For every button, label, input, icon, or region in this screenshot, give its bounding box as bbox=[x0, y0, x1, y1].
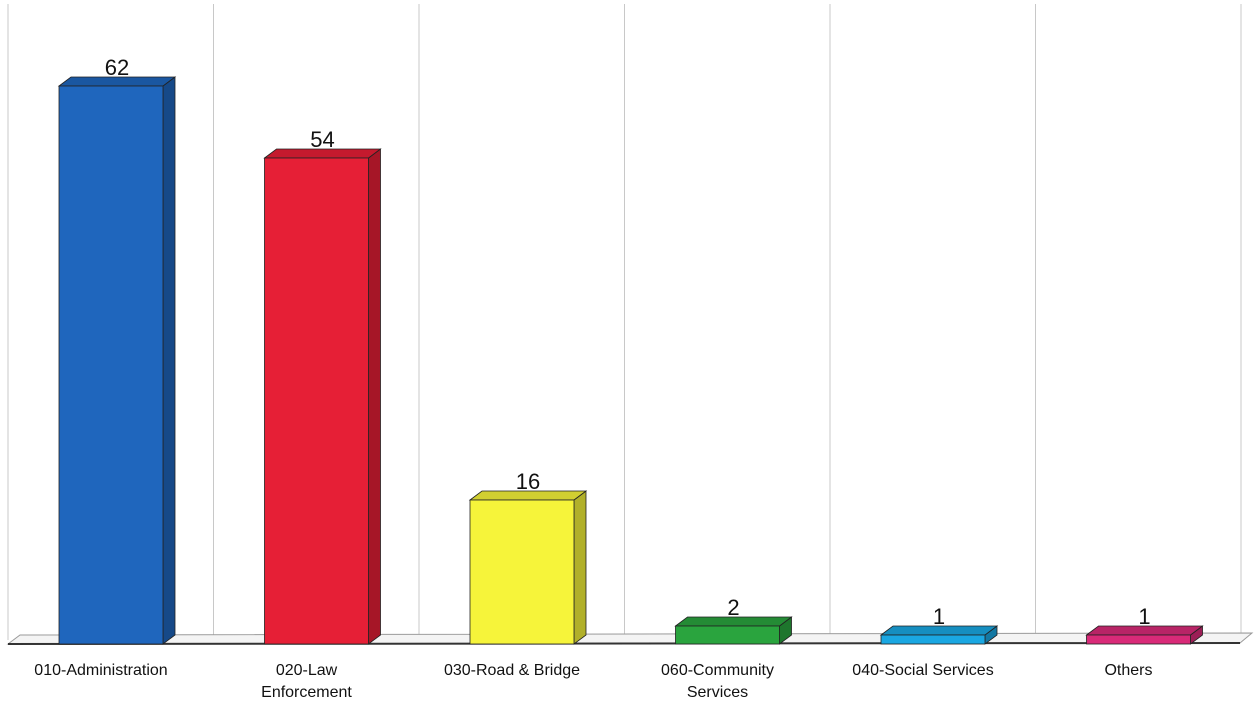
data-label: 1 bbox=[1138, 604, 1150, 629]
data-label: 16 bbox=[516, 469, 540, 494]
data-label: 62 bbox=[105, 55, 129, 80]
x-tick-label: Enforcement bbox=[261, 684, 352, 701]
x-tick-label: 010-Administration bbox=[34, 662, 167, 679]
bar bbox=[57, 76, 177, 645]
bar bbox=[674, 616, 793, 645]
data-label: 1 bbox=[933, 604, 945, 629]
bar bbox=[1085, 625, 1204, 645]
bar-front-face bbox=[675, 625, 780, 645]
x-tick-label: 030-Road & Bridge bbox=[444, 662, 580, 679]
x-tick-label: Others bbox=[1104, 662, 1152, 679]
data-label: 54 bbox=[310, 127, 334, 152]
data-label: 2 bbox=[727, 595, 739, 620]
bar bbox=[263, 148, 382, 645]
x-tick-label: 060-Community bbox=[661, 662, 774, 679]
bar-side-face bbox=[368, 148, 381, 645]
x-tick-label: 020-Law bbox=[276, 662, 338, 679]
bar-front-face bbox=[58, 85, 164, 645]
bar-front-face bbox=[880, 634, 986, 645]
bar-front-face bbox=[469, 499, 575, 645]
x-tick-label: 040-Social Services bbox=[852, 662, 993, 679]
x-axis-line bbox=[7, 642, 1241, 645]
bar-front-face bbox=[264, 157, 369, 645]
bar bbox=[468, 490, 588, 645]
bar bbox=[879, 625, 999, 645]
grid-lines bbox=[7, 4, 1242, 640]
bar-front-face bbox=[1086, 634, 1191, 645]
x-tick-label: Services bbox=[687, 684, 748, 701]
bar-side-face bbox=[573, 490, 587, 645]
chart-floor bbox=[6, 632, 1254, 645]
x-tick-labels: 010-Administration 020-Law Enforcement 030-… bbox=[34, 662, 1152, 701]
bar-side-face bbox=[162, 76, 176, 645]
bars: 62 54 16 2 1 1 bbox=[57, 55, 1204, 645]
